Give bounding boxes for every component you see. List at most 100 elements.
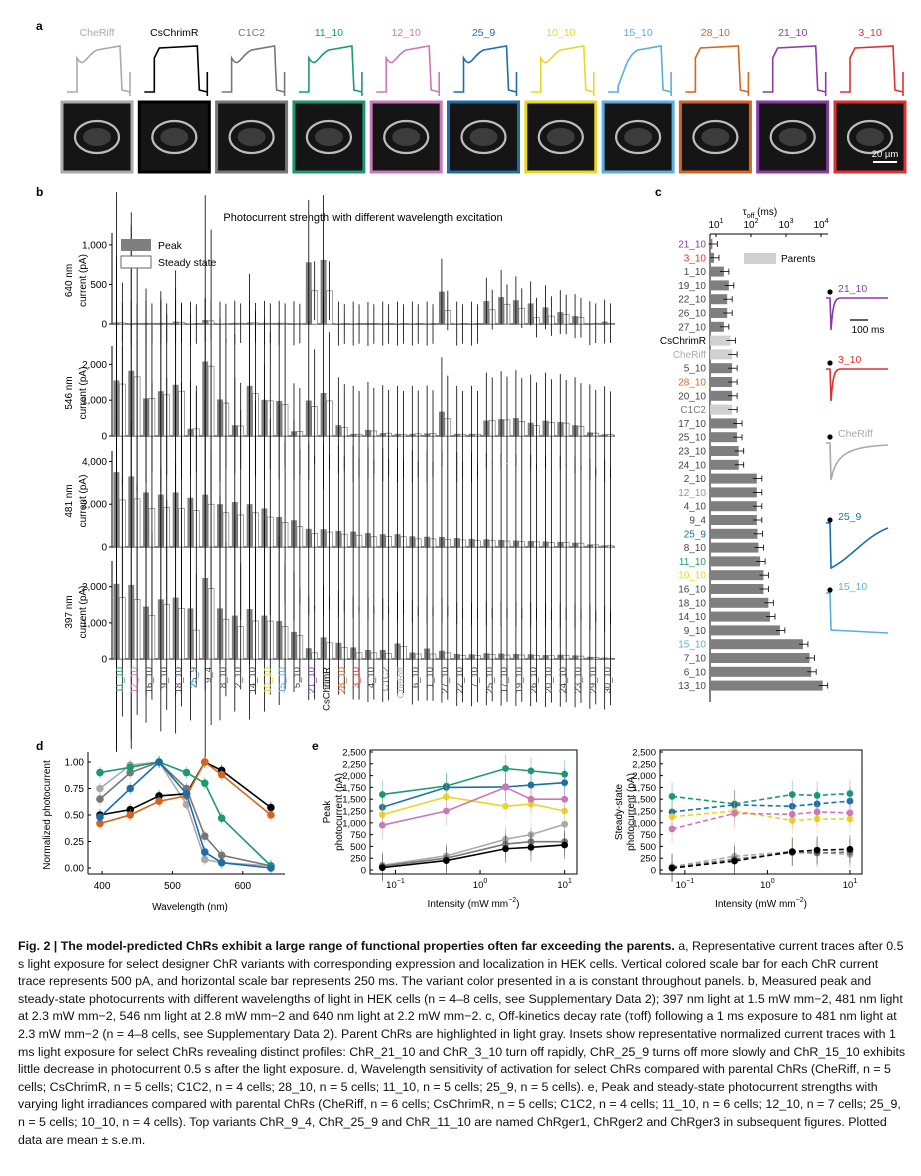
e-ytick-peak-4: 1,000 [342, 818, 366, 829]
current-trace-21_10 [762, 45, 826, 93]
d-ytick-4: 1.00 [65, 758, 85, 769]
e-point-peak-CsChrimR-4 [561, 841, 569, 849]
e-point-peak-CsChrimR-2 [502, 845, 509, 853]
c-row-label-14_10: 14_10 [678, 612, 706, 623]
d-point-25_9-6 [267, 864, 275, 872]
c-row-label-17_10: 17_10 [678, 419, 706, 430]
b-category-label-3_10: 3_10 [351, 667, 362, 688]
b-category-label-9_10: 9_10 [159, 667, 170, 688]
c-axis-unit: (ms) [754, 207, 777, 218]
c-bar-6_10 [710, 666, 812, 677]
c-row-label-20_10: 20_10 [678, 391, 706, 402]
panel-d-ylabel: Normalized photocurrent [42, 760, 53, 870]
d-point-11_10-0 [96, 768, 104, 777]
b-ytick-label-0-1: 500 [90, 280, 107, 291]
e-point-peak-CheRiff-4 [561, 820, 569, 828]
panel-label-b: b [36, 185, 43, 199]
panel-label-d: d [36, 739, 43, 753]
e-xtick-base-peak-2: 10 [557, 880, 568, 891]
c-bar-C1C2 [710, 404, 733, 415]
e-xtick-ss-2: 101 [843, 878, 858, 891]
cell-outline-28_10 [692, 119, 739, 155]
e-ytick-peak-3: 750 [350, 830, 366, 841]
c-row-label-1_10: 1_10 [684, 267, 707, 278]
e-xtick-exp-peak-0: −1 [397, 878, 405, 885]
panel-e-intensity: 02505007501,0001,2501,5001,7502,0002,250… [322, 748, 863, 910]
c-row-label-25_9: 25_9 [684, 529, 707, 540]
variant-label-3_10: 3_10 [858, 27, 882, 39]
c-bar-25_10 [710, 432, 738, 443]
c-bar-16_10 [710, 584, 764, 594]
current-trace-C1C2 [221, 45, 285, 93]
b-category-label-25_10: 25_10 [484, 667, 495, 693]
cell-outline-3_10 [846, 119, 894, 155]
c-axis-sub: off [747, 213, 755, 220]
c-bar-5_10 [710, 363, 733, 374]
e-point-ss-12_10-4 [846, 809, 854, 817]
e-point-peak-12_10-0 [378, 821, 386, 829]
c-bar-26_10 [710, 308, 728, 318]
cell-image-28_10 [678, 100, 752, 174]
e-point-ss-12_10-3 [813, 808, 821, 816]
c-row-label-23_10: 23_10 [678, 447, 706, 458]
c-bar-CsChrimR [710, 335, 731, 346]
d-point-25_9-2 [155, 758, 163, 766]
c-row-label-18_10: 18_10 [678, 598, 706, 609]
e-ytick-ss-3: 750 [640, 830, 656, 841]
c-axis-tau: τ [743, 207, 747, 218]
b-ytick-label-3-1: 1,000 [82, 618, 107, 629]
d-point-25_9-1 [126, 784, 135, 793]
c-axis-title: τoff (ms) [743, 207, 777, 220]
c-row-label-22_10: 22_10 [678, 295, 706, 306]
d-ytick-0: 0.00 [65, 864, 85, 875]
b-category-label-18_10: 18_10 [174, 667, 185, 693]
variant-label-12_10: 12_10 [392, 27, 421, 39]
panel-label-a: a [36, 19, 43, 33]
e-xtick-base-ss-2: 10 [843, 880, 854, 891]
d-xtick-1: 500 [164, 881, 181, 892]
c-tick-base-3: 10 [813, 220, 825, 231]
c-inset-trace-21_10 [826, 297, 888, 331]
c-bar-CheRiff [710, 349, 733, 360]
caption-body: a, Representative current traces after 0… [18, 939, 906, 1147]
b-ylabel-unit-2: current (pA) [78, 475, 89, 528]
c-tick-exp-2: 3 [790, 218, 794, 225]
c-inset-dot-21_10 [827, 289, 833, 295]
e-point-peak-12_10-1 [442, 807, 450, 815]
panel-label-e: e [312, 739, 319, 753]
panel-a-traces-and-images: CheRiff CsChrimR C1C2 11_10 12_10 25_9 10_10 15… [60, 27, 907, 174]
c-tick-base-2: 10 [778, 220, 790, 231]
e-xtick-base-ss-1: 10 [760, 880, 771, 891]
c-bar-2_10 [710, 473, 757, 484]
c-bar-1_10 [710, 266, 724, 277]
e-xtick-ss-1: 100 [760, 878, 775, 891]
variant-label-10_10: 10_10 [546, 27, 575, 39]
cell-body-15_10 [624, 128, 653, 146]
b-ytick-label-2-2: 4,000 [82, 457, 107, 468]
e-frame-peak [369, 749, 578, 875]
c-inset-dot-CheRiff [827, 434, 833, 440]
c-row-label-9_10: 9_10 [684, 626, 707, 637]
c-row-label-3_10: 3_10 [684, 253, 707, 264]
b-ytick-label-2-0: 0 [101, 543, 107, 554]
c-row-label-13_10: 13_10 [678, 681, 706, 692]
e-ylabel2-ss: photocurrent (pA) [626, 773, 637, 851]
e-xtick-peak-1: 100 [473, 878, 488, 891]
c-tick-2: 103 [778, 218, 793, 231]
b-category-label-14_10: 14_10 [248, 667, 259, 693]
d-point-25_9-3 [182, 790, 191, 798]
c-row-label-2_10: 2_10 [684, 474, 707, 485]
current-trace-15_10 [608, 45, 672, 93]
c-bar-11_10 [710, 556, 761, 567]
e-xtick-exp-ss-1: 0 [771, 878, 775, 885]
c-inset-label-3_10: 3_10 [838, 354, 862, 366]
figure-2: a b c d e CheRiff CsChrimR C1C2 11_10 12_10 2… [36, 19, 907, 913]
d-point-CheRiff-4 [200, 855, 209, 864]
c-row-label-CsChrimR: CsChrimR [660, 336, 706, 347]
c-bar-18_10 [710, 597, 769, 608]
c-row-label-CheRiff: CheRiff [673, 350, 706, 361]
e-point-ss-CsChrimR-0 [668, 864, 676, 872]
c-bar-4_10 [710, 501, 757, 512]
cell-outline-15_10 [614, 119, 662, 155]
c-bar-20_10 [710, 390, 733, 401]
